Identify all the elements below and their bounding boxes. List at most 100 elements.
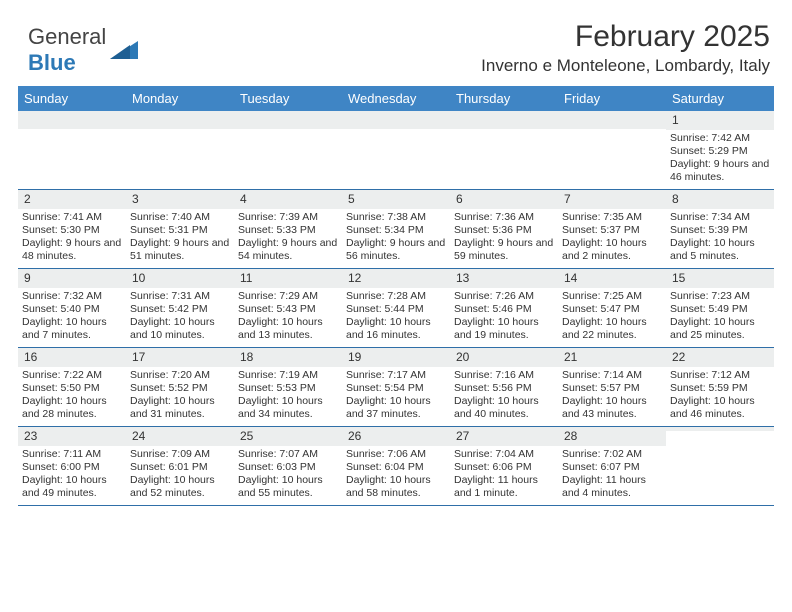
day-detail-line: Sunset: 5:39 PM: [670, 224, 770, 237]
day-number: [450, 111, 558, 129]
day-detail-line: Sunset: 5:42 PM: [130, 303, 230, 316]
calendar-header-row: SundayMondayTuesdayWednesdayThursdayFrid…: [18, 86, 774, 111]
day-detail-line: Sunrise: 7:31 AM: [130, 290, 230, 303]
day-detail-line: Daylight: 11 hours and 4 minutes.: [562, 474, 662, 500]
day-number: 13: [450, 269, 558, 288]
day-detail-line: Sunset: 5:49 PM: [670, 303, 770, 316]
day-number: 23: [18, 427, 126, 446]
day-detail-line: Sunset: 6:01 PM: [130, 461, 230, 474]
calendar-day: 22Sunrise: 7:12 AMSunset: 5:59 PMDayligh…: [666, 348, 774, 426]
day-number: [18, 111, 126, 129]
day-detail-line: Sunrise: 7:29 AM: [238, 290, 338, 303]
day-number: 5: [342, 190, 450, 209]
logo-triangle-icon: [110, 37, 138, 64]
day-detail-line: Sunset: 5:33 PM: [238, 224, 338, 237]
day-detail-line: Sunrise: 7:23 AM: [670, 290, 770, 303]
day-detail-line: Sunset: 5:46 PM: [454, 303, 554, 316]
day-detail-line: Sunrise: 7:42 AM: [670, 132, 770, 145]
calendar-day: [558, 111, 666, 189]
day-number: 25: [234, 427, 342, 446]
calendar-day: 3Sunrise: 7:40 AMSunset: 5:31 PMDaylight…: [126, 190, 234, 268]
day-detail-line: Daylight: 10 hours and 52 minutes.: [130, 474, 230, 500]
day-number: 24: [126, 427, 234, 446]
day-detail-line: Sunrise: 7:09 AM: [130, 448, 230, 461]
day-number: 18: [234, 348, 342, 367]
calendar: SundayMondayTuesdayWednesdayThursdayFrid…: [18, 86, 774, 506]
day-number: 16: [18, 348, 126, 367]
calendar-day: 4Sunrise: 7:39 AMSunset: 5:33 PMDaylight…: [234, 190, 342, 268]
day-detail-line: Sunset: 5:36 PM: [454, 224, 554, 237]
day-detail-line: Sunrise: 7:40 AM: [130, 211, 230, 224]
day-detail-line: Sunset: 5:30 PM: [22, 224, 122, 237]
day-number: 21: [558, 348, 666, 367]
day-detail-line: Daylight: 10 hours and 7 minutes.: [22, 316, 122, 342]
day-number: 9: [18, 269, 126, 288]
calendar-day: 5Sunrise: 7:38 AMSunset: 5:34 PMDaylight…: [342, 190, 450, 268]
day-detail-line: Daylight: 10 hours and 28 minutes.: [22, 395, 122, 421]
day-number: 17: [126, 348, 234, 367]
calendar-week: 1Sunrise: 7:42 AMSunset: 5:29 PMDaylight…: [18, 111, 774, 190]
calendar-week: 23Sunrise: 7:11 AMSunset: 6:00 PMDayligh…: [18, 427, 774, 506]
calendar-day: 27Sunrise: 7:04 AMSunset: 6:06 PMDayligh…: [450, 427, 558, 505]
calendar-day: 28Sunrise: 7:02 AMSunset: 6:07 PMDayligh…: [558, 427, 666, 505]
day-detail-line: Daylight: 9 hours and 51 minutes.: [130, 237, 230, 263]
day-detail-line: Daylight: 10 hours and 37 minutes.: [346, 395, 446, 421]
day-detail-line: Sunset: 5:47 PM: [562, 303, 662, 316]
calendar-day: 6Sunrise: 7:36 AMSunset: 5:36 PMDaylight…: [450, 190, 558, 268]
day-header: Saturday: [666, 86, 774, 111]
day-number: 10: [126, 269, 234, 288]
day-detail-line: Sunrise: 7:02 AM: [562, 448, 662, 461]
day-detail-line: Daylight: 9 hours and 48 minutes.: [22, 237, 122, 263]
day-number: 15: [666, 269, 774, 288]
day-detail-line: Sunrise: 7:41 AM: [22, 211, 122, 224]
logo-text: General Blue: [28, 24, 106, 76]
day-detail-line: Sunrise: 7:28 AM: [346, 290, 446, 303]
day-detail-line: Sunrise: 7:39 AM: [238, 211, 338, 224]
calendar-day: 16 Sunrise: 7:22 AMSunset: 5:50 PMDayligh…: [18, 348, 126, 426]
day-header: Friday: [558, 86, 666, 111]
calendar-day: 19Sunrise: 7:17 AMSunset: 5:54 PMDayligh…: [342, 348, 450, 426]
day-number: 3: [126, 190, 234, 209]
calendar-day: [18, 111, 126, 189]
day-detail-line: Sunset: 5:43 PM: [238, 303, 338, 316]
day-detail-line: Sunrise: 7:26 AM: [454, 290, 554, 303]
day-detail-line: Sunrise: 7:22 AM: [22, 369, 122, 382]
day-number: 8: [666, 190, 774, 209]
calendar-day: 2Sunrise: 7:41 AMSunset: 5:30 PMDaylight…: [18, 190, 126, 268]
day-number: [666, 427, 774, 431]
calendar-day: 1Sunrise: 7:42 AMSunset: 5:29 PMDaylight…: [666, 111, 774, 189]
day-detail-line: Sunrise: 7:16 AM: [454, 369, 554, 382]
calendar-day: 8Sunrise: 7:34 AMSunset: 5:39 PMDaylight…: [666, 190, 774, 268]
day-header: Thursday: [450, 86, 558, 111]
calendar-day: 14Sunrise: 7:25 AMSunset: 5:47 PMDayligh…: [558, 269, 666, 347]
day-detail-line: Sunset: 5:29 PM: [670, 145, 770, 158]
day-number: 26: [342, 427, 450, 446]
day-detail-line: Daylight: 9 hours and 56 minutes.: [346, 237, 446, 263]
day-number: 7: [558, 190, 666, 209]
day-detail-line: Sunset: 5:50 PM: [22, 382, 122, 395]
day-detail-line: Daylight: 9 hours and 59 minutes.: [454, 237, 554, 263]
day-number: 27: [450, 427, 558, 446]
calendar-day: 7Sunrise: 7:35 AMSunset: 5:37 PMDaylight…: [558, 190, 666, 268]
day-detail-line: Sunrise: 7:20 AM: [130, 369, 230, 382]
calendar-day: 18Sunrise: 7:19 AMSunset: 5:53 PMDayligh…: [234, 348, 342, 426]
day-number: 12: [342, 269, 450, 288]
day-detail-line: Sunrise: 7:38 AM: [346, 211, 446, 224]
day-detail-line: Daylight: 9 hours and 46 minutes.: [670, 158, 770, 184]
day-number: 19: [342, 348, 450, 367]
day-detail-line: Daylight: 10 hours and 22 minutes.: [562, 316, 662, 342]
day-detail-line: Sunset: 5:40 PM: [22, 303, 122, 316]
calendar-day: 11Sunrise: 7:29 AMSunset: 5:43 PMDayligh…: [234, 269, 342, 347]
day-detail-line: Sunrise: 7:12 AM: [670, 369, 770, 382]
calendar-day: 23Sunrise: 7:11 AMSunset: 6:00 PMDayligh…: [18, 427, 126, 505]
day-detail-line: Daylight: 10 hours and 25 minutes.: [670, 316, 770, 342]
day-detail-line: Sunset: 5:52 PM: [130, 382, 230, 395]
day-detail-line: Daylight: 10 hours and 19 minutes.: [454, 316, 554, 342]
calendar-day: 12Sunrise: 7:28 AMSunset: 5:44 PMDayligh…: [342, 269, 450, 347]
calendar-week: 9Sunrise: 7:32 AMSunset: 5:40 PMDaylight…: [18, 269, 774, 348]
day-number: [234, 111, 342, 129]
day-detail-line: Sunrise: 7:14 AM: [562, 369, 662, 382]
calendar-day: [666, 427, 774, 505]
calendar-day: 20Sunrise: 7:16 AMSunset: 5:56 PMDayligh…: [450, 348, 558, 426]
calendar-day: [234, 111, 342, 189]
